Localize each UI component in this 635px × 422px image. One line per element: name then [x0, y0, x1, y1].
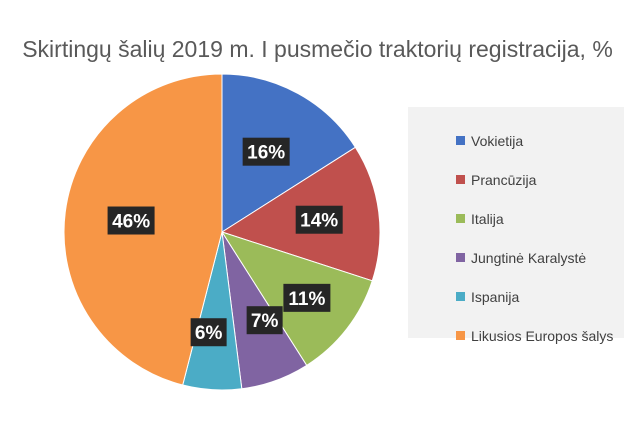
legend-label: Jungtinė Karalystė	[471, 249, 587, 266]
legend-swatch	[456, 253, 465, 262]
legend-item: Ispanija	[456, 277, 624, 316]
legend-item: Prancūzija	[456, 160, 624, 199]
legend-swatch	[456, 331, 465, 340]
legend-swatch	[456, 175, 465, 184]
data-label-text: 46%	[112, 212, 150, 233]
data-label-box	[246, 306, 283, 335]
legend-item: Italija	[456, 199, 624, 238]
legend-label: Likusios Europos šalys	[471, 327, 614, 344]
legend-swatch	[456, 214, 465, 223]
data-label-5: 6%	[190, 318, 227, 347]
data-label-box	[242, 137, 290, 166]
legend-label: Vokietija	[471, 132, 524, 149]
data-label-4: 7%	[246, 306, 283, 335]
data-label-1: 16%	[242, 137, 290, 166]
legend-item: Jungtinė Karalystė	[456, 238, 624, 277]
legend-swatch	[456, 136, 465, 145]
pie-data-labels: 16% 14% 11% 7% 6% 46%	[107, 137, 343, 347]
legend-item: Likusios Europos šalys	[456, 316, 624, 355]
data-label-text: 14%	[300, 211, 338, 232]
data-label-text: 7%	[251, 311, 279, 332]
legend-label: Italija	[471, 210, 504, 227]
legend-label: Prancūzija	[471, 171, 537, 188]
data-label-box	[295, 205, 343, 234]
data-label-text: 6%	[195, 323, 223, 344]
legend-label: Ispanija	[471, 288, 520, 305]
data-label-box	[190, 318, 227, 347]
data-label-text: 16%	[247, 143, 285, 164]
data-label-6: 46%	[107, 206, 155, 235]
chart-legend: Vokietija Prancūzija Italija Jungtinė Karal…	[408, 107, 624, 344]
chart-title: Skirtingų šalių 2019 m. I pusmečio trakt…	[22, 36, 613, 62]
legend-item: Vokietija	[456, 121, 624, 160]
legend-swatch	[456, 292, 465, 301]
data-label-box	[107, 206, 155, 235]
data-label-3: 11%	[283, 283, 331, 312]
data-label-2: 14%	[295, 205, 343, 234]
data-label-box	[283, 283, 331, 312]
data-label-text: 11%	[288, 289, 325, 310]
